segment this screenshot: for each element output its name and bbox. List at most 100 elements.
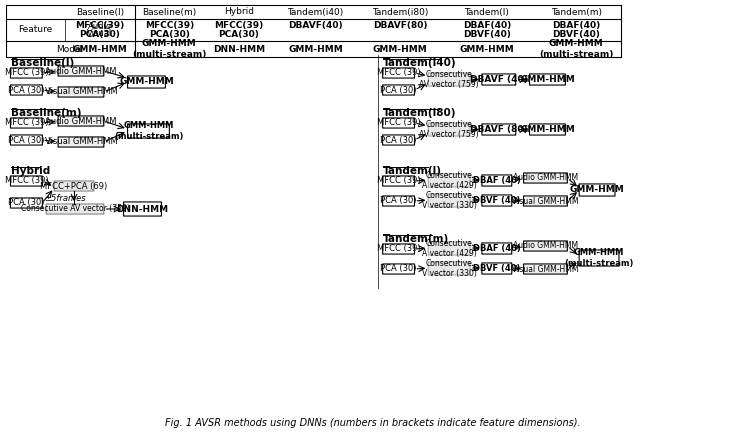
FancyBboxPatch shape <box>482 124 516 135</box>
FancyBboxPatch shape <box>128 76 166 88</box>
FancyBboxPatch shape <box>429 174 470 187</box>
Text: Consecutive
V vector (330): Consecutive V vector (330) <box>422 259 477 278</box>
FancyBboxPatch shape <box>58 116 104 126</box>
Text: Consecutive
AV vector (759): Consecutive AV vector (759) <box>419 70 479 89</box>
FancyBboxPatch shape <box>482 243 512 254</box>
Text: MFCC(39): MFCC(39) <box>75 21 124 30</box>
Text: MFCC (39): MFCC (39) <box>4 177 48 185</box>
Text: GMM-HMM: GMM-HMM <box>288 45 343 54</box>
Text: DBVF (40): DBVF (40) <box>473 196 520 205</box>
Text: DBVF(40): DBVF(40) <box>463 30 511 39</box>
Text: DBAVF(80): DBAVF(80) <box>372 21 427 30</box>
Text: Visual: Visual <box>87 29 112 38</box>
FancyBboxPatch shape <box>383 135 415 145</box>
Text: Consecutive
AV vector (759): Consecutive AV vector (759) <box>419 120 479 139</box>
Text: DBAF(40): DBAF(40) <box>463 21 511 30</box>
Text: GMM-HMM
(multi-stream): GMM-HMM (multi-stream) <box>132 39 206 59</box>
FancyBboxPatch shape <box>128 124 169 138</box>
Text: PCA (30): PCA (30) <box>8 136 44 145</box>
Text: GMM-HMM
(multi-stream): GMM-HMM (multi-stream) <box>539 39 613 59</box>
Text: Consecutive
A vector (429): Consecutive A vector (429) <box>422 171 477 190</box>
FancyBboxPatch shape <box>482 195 512 206</box>
Text: Visual GMM-HMM: Visual GMM-HMM <box>44 138 118 146</box>
Text: GMM-HMM: GMM-HMM <box>119 78 174 87</box>
Text: PCA(30): PCA(30) <box>218 30 259 39</box>
FancyBboxPatch shape <box>429 73 470 86</box>
FancyBboxPatch shape <box>530 124 565 135</box>
Text: GMM-HMM
(multi-stream): GMM-HMM (multi-stream) <box>114 121 183 141</box>
FancyBboxPatch shape <box>123 202 161 216</box>
Text: DBAF (40): DBAF (40) <box>473 244 521 253</box>
Text: MFCC (39): MFCC (39) <box>4 68 48 78</box>
FancyBboxPatch shape <box>523 196 568 206</box>
Text: Audio GMM-HMM: Audio GMM-HMM <box>45 67 117 75</box>
Text: DBVF (40): DBVF (40) <box>473 264 520 273</box>
Text: DBAF (40): DBAF (40) <box>473 176 521 185</box>
Text: DBAVF (40): DBAVF (40) <box>470 75 528 84</box>
Text: PCA (30): PCA (30) <box>381 136 417 145</box>
Text: Audio: Audio <box>88 22 112 31</box>
FancyBboxPatch shape <box>482 263 512 274</box>
Text: GMM-HMM: GMM-HMM <box>372 45 427 54</box>
Text: PCA (30): PCA (30) <box>381 197 417 206</box>
FancyBboxPatch shape <box>482 175 512 186</box>
Text: Tandem(l): Tandem(l) <box>465 7 509 16</box>
Text: Consecutive
V vector (330): Consecutive V vector (330) <box>422 191 477 210</box>
Text: GMM-HMM: GMM-HMM <box>570 185 624 194</box>
Text: PCA (30): PCA (30) <box>8 198 44 207</box>
Text: PCA (30): PCA (30) <box>8 85 44 94</box>
Text: Fig. 1 AVSR methods using DNNs (numbers in brackets indicate feature dimensions): Fig. 1 AVSR methods using DNNs (numbers … <box>165 418 581 428</box>
Text: Consecutive AV vector (759): Consecutive AV vector (759) <box>21 204 129 213</box>
Text: ±5frames: ±5frames <box>44 194 86 203</box>
FancyBboxPatch shape <box>579 184 615 196</box>
Text: Audio GMM-HMM: Audio GMM-HMM <box>513 174 578 182</box>
Text: Tandem(l): Tandem(l) <box>383 166 442 176</box>
FancyBboxPatch shape <box>383 244 415 254</box>
Text: GMM-HMM: GMM-HMM <box>72 45 127 54</box>
Text: MFCC (39): MFCC (39) <box>4 119 48 127</box>
Text: PCA (30): PCA (30) <box>381 265 417 274</box>
FancyBboxPatch shape <box>383 118 415 128</box>
Text: DNN-HMM: DNN-HMM <box>213 45 265 54</box>
Text: MFCC+PCA (69): MFCC+PCA (69) <box>41 181 108 191</box>
FancyBboxPatch shape <box>58 87 104 97</box>
FancyBboxPatch shape <box>10 85 42 95</box>
Text: GMM-HMM: GMM-HMM <box>520 125 575 134</box>
Text: MFCC(39): MFCC(39) <box>214 21 263 30</box>
Text: PCA(30): PCA(30) <box>149 30 190 39</box>
Text: DBVF(40): DBVF(40) <box>552 30 600 39</box>
FancyBboxPatch shape <box>383 264 415 274</box>
Text: Feature: Feature <box>18 26 52 35</box>
FancyBboxPatch shape <box>10 118 42 128</box>
Text: Baseline(m): Baseline(m) <box>10 108 81 118</box>
Text: MFCC (39): MFCC (39) <box>377 245 420 253</box>
Text: MFCC(39): MFCC(39) <box>145 21 194 30</box>
Text: MFCC (39): MFCC (39) <box>377 119 420 127</box>
FancyBboxPatch shape <box>58 66 104 76</box>
Text: Tandem(i40): Tandem(i40) <box>287 7 344 16</box>
FancyBboxPatch shape <box>54 181 94 191</box>
Text: Baseline(l): Baseline(l) <box>10 58 74 68</box>
Text: Audio GMM-HMM: Audio GMM-HMM <box>513 242 578 251</box>
FancyBboxPatch shape <box>10 68 42 78</box>
Text: GMM-HMM: GMM-HMM <box>520 75 575 84</box>
Text: Tandem(i80): Tandem(i80) <box>372 7 428 16</box>
Text: GMM-HMM: GMM-HMM <box>460 45 514 54</box>
Text: Consecutive
A vector (429): Consecutive A vector (429) <box>422 239 477 258</box>
Text: DBAF(40): DBAF(40) <box>552 21 600 30</box>
Text: DBAVF (80): DBAVF (80) <box>470 125 528 134</box>
FancyBboxPatch shape <box>383 176 415 186</box>
Text: Visual GMM-HMM: Visual GMM-HMM <box>44 87 118 97</box>
Text: Tandem(m): Tandem(m) <box>551 7 602 16</box>
FancyBboxPatch shape <box>10 198 42 208</box>
Text: Tandem(i80): Tandem(i80) <box>383 108 456 118</box>
Text: Visual GMM-HMM: Visual GMM-HMM <box>512 197 579 206</box>
Text: Hybrid: Hybrid <box>10 166 50 176</box>
Text: DNN-HMM: DNN-HMM <box>117 204 168 213</box>
Text: PCA (30): PCA (30) <box>381 85 417 94</box>
Text: Hybrid: Hybrid <box>224 7 253 16</box>
FancyBboxPatch shape <box>10 176 42 186</box>
FancyBboxPatch shape <box>429 242 470 255</box>
FancyBboxPatch shape <box>58 137 104 147</box>
FancyBboxPatch shape <box>10 135 42 145</box>
